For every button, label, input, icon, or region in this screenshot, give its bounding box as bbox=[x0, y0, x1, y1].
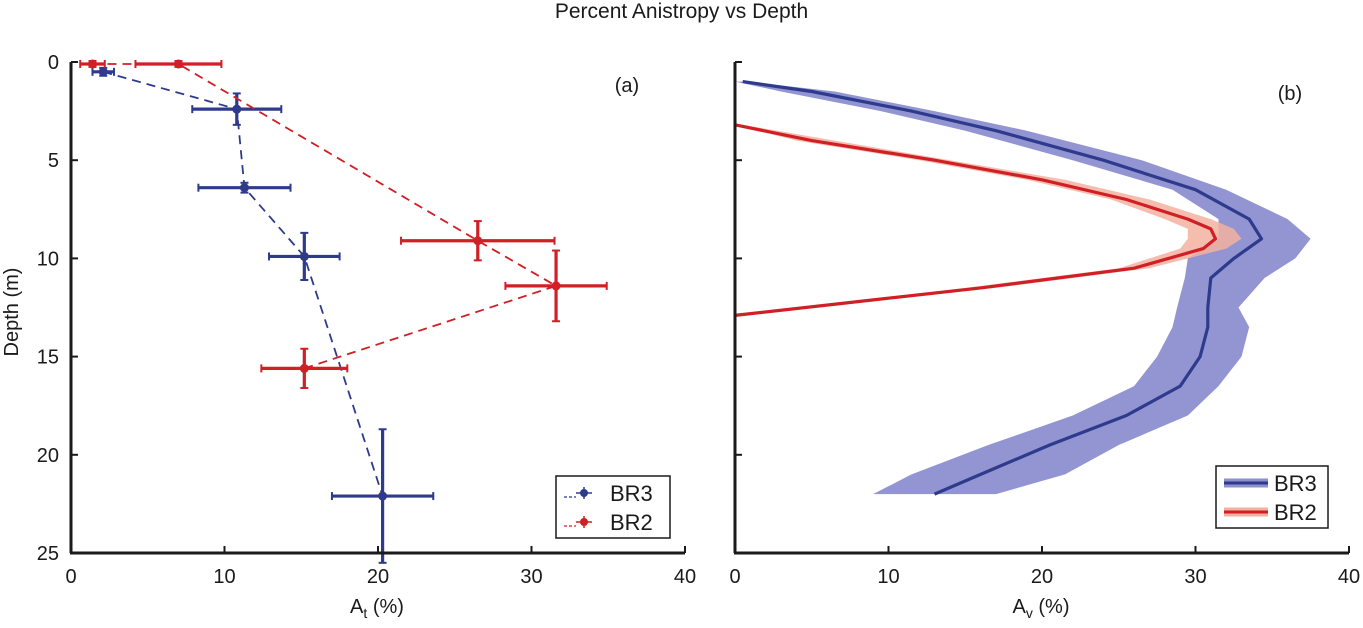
panel-a-point-BR2 bbox=[400, 220, 556, 262]
panel-b-series bbox=[734, 80, 1264, 496]
panel-b-series-line-BR2 bbox=[734, 123, 1218, 317]
panel-a-x-tick-label: 10 bbox=[213, 566, 235, 588]
panel-a-y-tick-label: 5 bbox=[48, 150, 59, 172]
panel-b-bands bbox=[735, 81, 1311, 495]
panel-b-x-tick-label: 10 bbox=[877, 566, 899, 588]
panel-a-marker bbox=[473, 236, 483, 246]
panel-a-y-tick-label: 10 bbox=[37, 248, 59, 270]
panel-a-marker bbox=[299, 251, 309, 261]
panel-b-xlabel: Av (%) bbox=[1012, 596, 1069, 621]
panel-b-xlabel-unit: (%) bbox=[1033, 596, 1070, 618]
panel-a-axes: 0 10 20 30 40 0 5 10 15 20 25 bbox=[37, 52, 696, 588]
panel-b-x-tick-label: 40 bbox=[1338, 566, 1360, 588]
panel-a-legend-item-BR2[interactable]: BR2 bbox=[564, 510, 653, 535]
panel-a-x-tick-label: 30 bbox=[520, 566, 542, 588]
panel-a-ylabel: Depth (m) bbox=[1, 268, 23, 357]
panel-b-x-tick-label: 20 bbox=[1031, 566, 1053, 588]
panel-a-y-tick-label: 20 bbox=[37, 445, 59, 467]
panel-b-legend-label: BR2 bbox=[1274, 500, 1317, 525]
panel-a-point-BR3 bbox=[330, 428, 435, 564]
panel-a-point-BR2 bbox=[79, 59, 106, 69]
panel-a-y-tick-label: 25 bbox=[37, 543, 59, 565]
panel-a-marker bbox=[98, 67, 108, 77]
panel-a-point-BR2 bbox=[504, 249, 608, 323]
panel-b-legend-item-BR3[interactable]: BR3 bbox=[1224, 471, 1317, 496]
panel-a-series-line-BR2 bbox=[92, 63, 559, 370]
panel-b-label: (b) bbox=[1278, 83, 1302, 105]
panel-a-legend-label: BR3 bbox=[610, 481, 653, 506]
panel-a-marker bbox=[87, 59, 97, 69]
panel-a-y-tick-label: 15 bbox=[37, 347, 59, 369]
panel-a-x-tick-label: 0 bbox=[65, 566, 76, 588]
panel-a: 0 10 20 30 40 0 5 10 15 20 25 (a) Depth (m) At (%)… bbox=[1, 52, 696, 621]
panel-b-legend-item-BR2[interactable]: BR2 bbox=[1224, 500, 1317, 525]
panel-a-series-line-BR3 bbox=[102, 70, 384, 497]
panel-b-series-line-BR3 bbox=[742, 80, 1264, 496]
panel-a-marker bbox=[551, 281, 561, 291]
panel-a-marker bbox=[232, 104, 242, 114]
panel-b-x-tick-label: 30 bbox=[1184, 566, 1206, 588]
panel-a-legend-box bbox=[555, 475, 671, 539]
panel-b-legend-box bbox=[1215, 465, 1329, 529]
panel-a-point-BR3 bbox=[91, 66, 115, 77]
figure-title: Percent Anistropy vs Depth bbox=[554, 0, 809, 23]
panel-b-x-tick-label: 0 bbox=[729, 566, 740, 588]
panel-a-x-tick-label: 40 bbox=[674, 566, 696, 588]
panel-a-y-tick-label: 0 bbox=[48, 52, 59, 74]
panel-a-point-BR2 bbox=[134, 59, 223, 69]
panel-a-point-BR3 bbox=[268, 231, 341, 282]
panel-a-xlabel-sub: t bbox=[363, 605, 367, 621]
panel-b-xlabel-sub: v bbox=[1026, 605, 1033, 621]
panel-a-xlabel-main: A bbox=[350, 596, 364, 618]
panel-a-marker bbox=[378, 491, 388, 501]
panel-a-marker bbox=[173, 59, 183, 69]
panel-a-series bbox=[79, 59, 608, 564]
panel-a-legend-item-BR3[interactable]: BR3 bbox=[564, 481, 653, 506]
panel-a-x-tick-label: 20 bbox=[367, 566, 389, 588]
panel-a-marker bbox=[239, 183, 249, 193]
panel-a-label: (a) bbox=[615, 75, 639, 97]
panel-b-band-BR3 bbox=[735, 81, 1311, 495]
panel-a-xlabel-unit: (%) bbox=[367, 596, 404, 618]
panel-a-legend-swatch-marker bbox=[580, 489, 588, 497]
panel-a-point-BR2 bbox=[260, 347, 349, 390]
panel-a-point-BR3 bbox=[197, 181, 292, 194]
panel-a-legend-swatch-marker bbox=[580, 518, 588, 526]
panel-b-axes: 0 10 20 30 40 bbox=[729, 61, 1360, 588]
panel-b-legend-label: BR3 bbox=[1274, 471, 1317, 496]
panel-a-legend-label: BR2 bbox=[610, 510, 653, 535]
panel-b-xlabel-main: A bbox=[1012, 596, 1026, 618]
panel-a-xlabel: At (%) bbox=[350, 596, 404, 621]
panel-a-marker bbox=[299, 363, 309, 373]
panel-a-point-BR3 bbox=[191, 92, 283, 126]
